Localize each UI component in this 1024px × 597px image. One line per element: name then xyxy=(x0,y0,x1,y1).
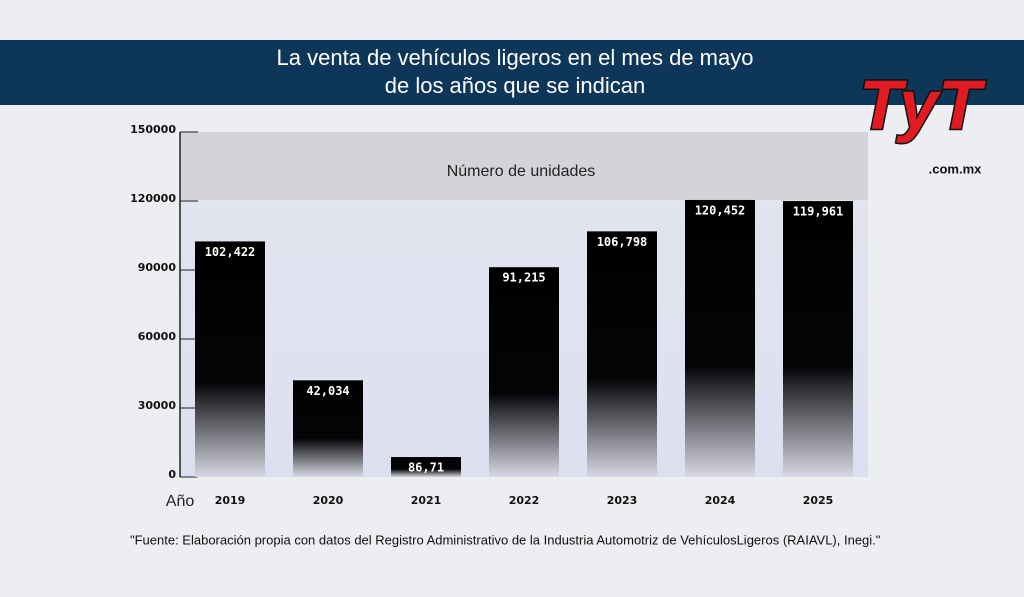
logo-domain: .com.mx xyxy=(929,161,983,176)
value-label: 106,798 xyxy=(597,235,648,249)
value-label: 91,215 xyxy=(502,271,545,285)
logo-text: TyT xyxy=(859,65,986,143)
x-tick-label: 2021 xyxy=(411,494,442,507)
bar xyxy=(685,199,755,478)
y-tick-label: 30000 xyxy=(138,399,177,412)
x-axis-label: Año xyxy=(166,493,195,510)
x-tick-label: 2020 xyxy=(313,494,344,507)
source-note: "Fuente: Elaboración propia con datos de… xyxy=(130,532,881,547)
bar xyxy=(489,267,559,477)
y-tick-label: 0 xyxy=(168,468,176,481)
x-tick-label: 2024 xyxy=(705,494,736,507)
x-tick-label: 2025 xyxy=(803,494,834,507)
bar xyxy=(783,201,853,477)
bar xyxy=(391,457,461,477)
value-label: 42,034 xyxy=(306,384,349,398)
chart-title: La venta de vehículos ligeros en el mes … xyxy=(276,45,754,98)
logo: TyT .com.mx xyxy=(858,64,988,176)
value-label: 102,422 xyxy=(205,245,256,259)
subtitle-band xyxy=(180,132,868,200)
header-banner xyxy=(0,40,1024,105)
y-tick-label: 90000 xyxy=(138,261,177,274)
y-tick-label: 150000 xyxy=(130,123,176,136)
value-label: 119,961 xyxy=(793,205,844,219)
y-tick-label: 60000 xyxy=(138,330,177,343)
bar xyxy=(293,380,363,477)
chart-subtitle: Número de unidades xyxy=(447,163,596,180)
x-tick-label: 2023 xyxy=(607,494,638,507)
x-tick-label: 2019 xyxy=(215,494,246,507)
value-label: 120,452 xyxy=(695,203,746,217)
bar xyxy=(195,241,265,477)
y-tick-label: 120000 xyxy=(130,192,176,205)
bar xyxy=(587,231,657,477)
value-label: 86,71 xyxy=(408,461,444,475)
x-tick-label: 2022 xyxy=(509,494,540,507)
